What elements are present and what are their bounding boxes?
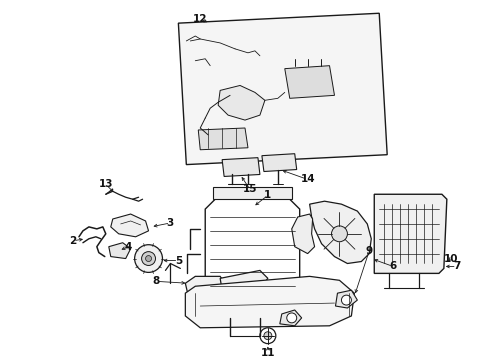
Text: 8: 8 bbox=[152, 276, 159, 286]
Polygon shape bbox=[185, 276, 225, 300]
Circle shape bbox=[264, 332, 272, 339]
Text: 13: 13 bbox=[98, 179, 113, 189]
Text: 9: 9 bbox=[366, 246, 373, 256]
Text: 12: 12 bbox=[193, 14, 207, 24]
Polygon shape bbox=[310, 201, 371, 264]
Circle shape bbox=[135, 245, 163, 273]
Text: 1: 1 bbox=[264, 190, 271, 200]
Text: 10: 10 bbox=[443, 253, 458, 264]
Polygon shape bbox=[205, 199, 300, 318]
Text: 2: 2 bbox=[70, 236, 76, 246]
Polygon shape bbox=[336, 290, 357, 308]
Circle shape bbox=[342, 295, 351, 305]
Circle shape bbox=[287, 313, 297, 323]
Polygon shape bbox=[109, 243, 131, 258]
Polygon shape bbox=[198, 128, 248, 150]
Text: 4: 4 bbox=[125, 242, 132, 252]
Polygon shape bbox=[280, 310, 302, 326]
Polygon shape bbox=[374, 194, 447, 273]
Text: 3: 3 bbox=[167, 218, 174, 228]
Polygon shape bbox=[292, 214, 315, 253]
Circle shape bbox=[260, 328, 276, 343]
Polygon shape bbox=[285, 66, 335, 98]
Polygon shape bbox=[178, 13, 387, 165]
Polygon shape bbox=[111, 214, 148, 237]
Polygon shape bbox=[213, 187, 292, 199]
Text: 15: 15 bbox=[243, 184, 257, 194]
Text: 5: 5 bbox=[175, 256, 182, 266]
Text: 14: 14 bbox=[300, 175, 315, 184]
Polygon shape bbox=[185, 276, 354, 328]
Circle shape bbox=[332, 226, 347, 242]
Polygon shape bbox=[220, 270, 268, 290]
Polygon shape bbox=[218, 85, 265, 120]
Circle shape bbox=[142, 252, 155, 265]
Text: 6: 6 bbox=[390, 261, 397, 271]
Polygon shape bbox=[222, 158, 260, 176]
Text: 7: 7 bbox=[453, 261, 461, 271]
Circle shape bbox=[146, 256, 151, 261]
Polygon shape bbox=[262, 154, 297, 171]
Text: 11: 11 bbox=[261, 347, 275, 357]
